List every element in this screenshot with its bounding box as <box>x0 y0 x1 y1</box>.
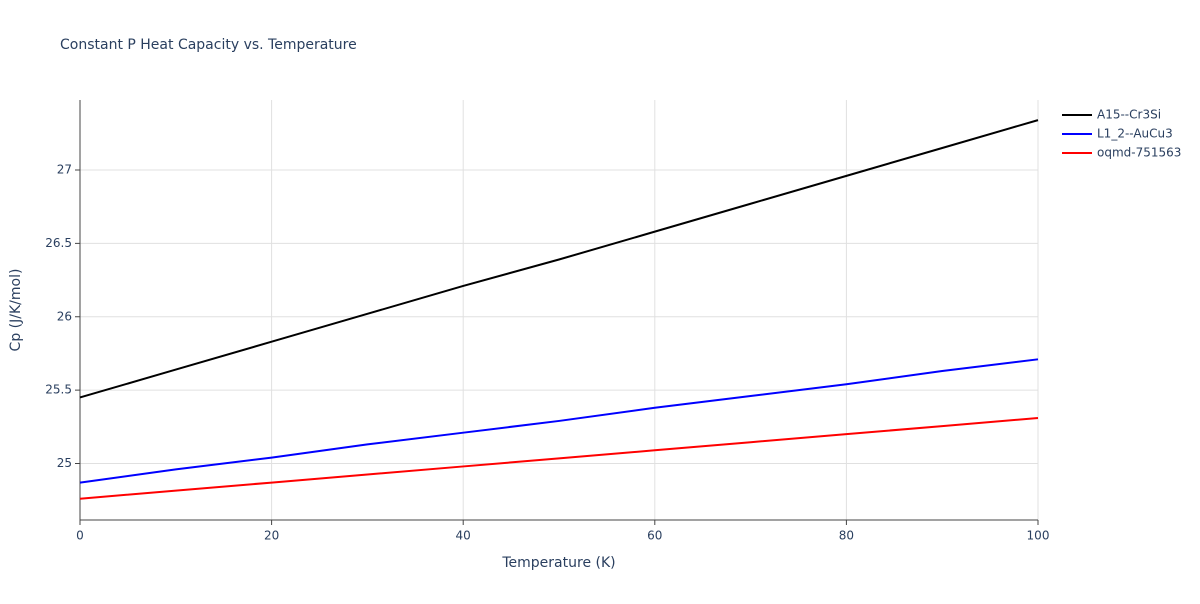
y-tick-label: 26 <box>57 309 72 323</box>
legend-label: oqmd-751563 <box>1097 146 1181 160</box>
x-axis-label: Temperature (K) <box>501 555 615 571</box>
x-tick-label: 80 <box>839 529 854 543</box>
x-tick-label: 60 <box>647 529 662 543</box>
y-tick-label: 25 <box>57 456 72 470</box>
x-tick-label: 40 <box>456 529 471 543</box>
y-tick-label: 26.5 <box>45 236 72 250</box>
series-line <box>79 119 1039 399</box>
x-tick-label: 20 <box>264 529 279 543</box>
legend-label: A15--Cr3Si <box>1097 108 1161 122</box>
y-tick-label: 27 <box>57 163 72 177</box>
series-line <box>79 358 1039 484</box>
x-tick-label: 0 <box>76 529 84 543</box>
y-axis-label: Cp (J/K/mol) <box>8 269 24 352</box>
series-line <box>79 417 1039 500</box>
legend-label: L1_2--AuCu3 <box>1097 127 1173 141</box>
chart-title: Constant P Heat Capacity vs. Temperature <box>60 37 357 53</box>
x-tick-label: 100 <box>1027 529 1050 543</box>
y-tick-label: 25.5 <box>45 383 72 397</box>
